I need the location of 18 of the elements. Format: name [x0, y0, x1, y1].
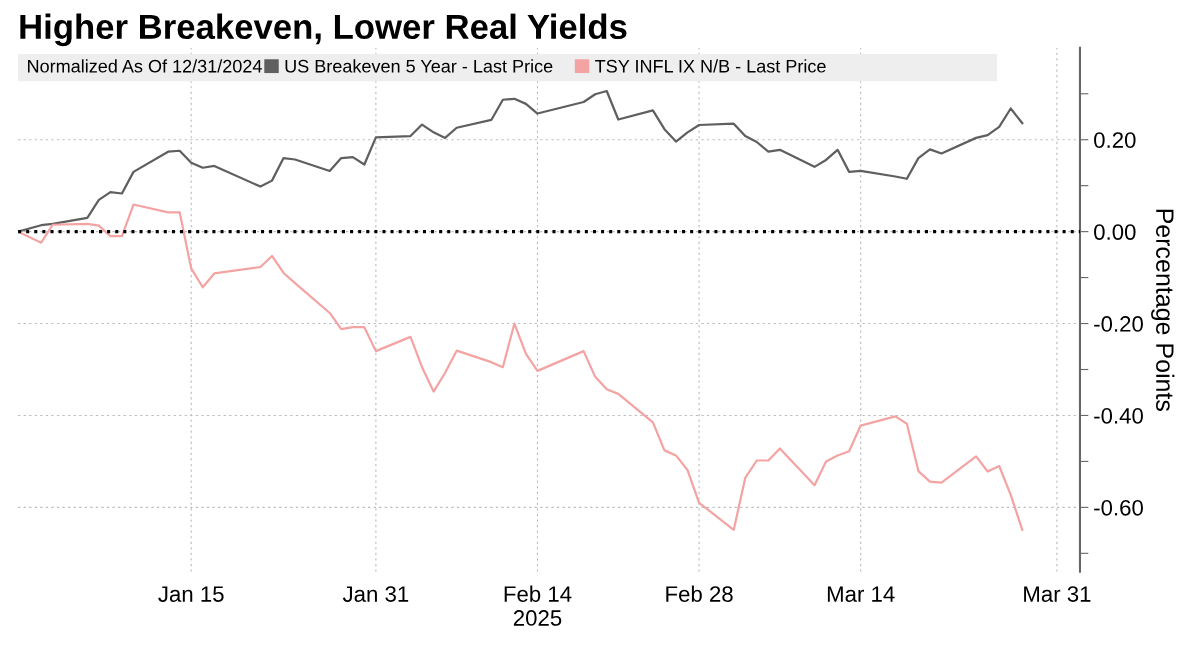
x-tick-label: Feb 14 2025 — [504, 585, 572, 626]
x-tick-label: Feb 28 — [666, 585, 733, 602]
y-tick-label: 0.20 — [1094, 132, 1136, 148]
line-series — [18, 89, 1024, 233]
x-tick-label: Jan 31 — [342, 586, 409, 602]
x-tick-label: Mar 31 — [1024, 586, 1091, 602]
y-axis-title: Percentage Points — [1151, 209, 1175, 412]
y-tick-label: -0.40 — [1094, 407, 1143, 424]
y-tick-label: 0.00 — [1094, 224, 1136, 240]
x-tick-label: Mar 14 — [827, 586, 895, 602]
chart-title: Higher Breakeven, Lower Real Yields — [20, 13, 627, 47]
legend-title: Normalized As Of 12/31/2024 — [28, 59, 262, 73]
y-tick-label: -0.60 — [1094, 499, 1143, 516]
y-tick-label: -0.20 — [1094, 316, 1143, 332]
legend-label: TSY INFL IX N/B - Last Price — [595, 59, 826, 73]
legend-label: US Breakeven 5 Year - Last Price — [285, 59, 553, 73]
line-series — [18, 203, 1024, 531]
x-tick-label: Jan 15 — [158, 586, 224, 602]
